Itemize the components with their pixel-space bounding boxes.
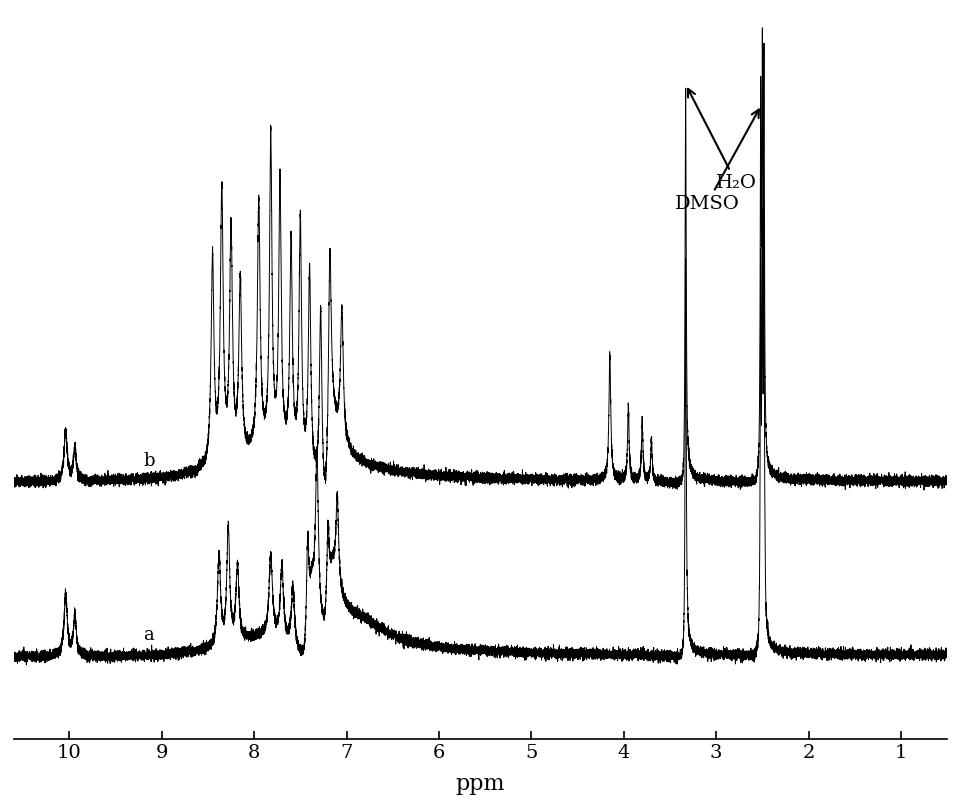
- Text: DMSO: DMSO: [675, 109, 759, 213]
- X-axis label: ppm: ppm: [456, 773, 505, 795]
- Text: a: a: [143, 625, 154, 644]
- Text: b: b: [143, 451, 155, 469]
- Text: H₂O: H₂O: [688, 89, 757, 192]
